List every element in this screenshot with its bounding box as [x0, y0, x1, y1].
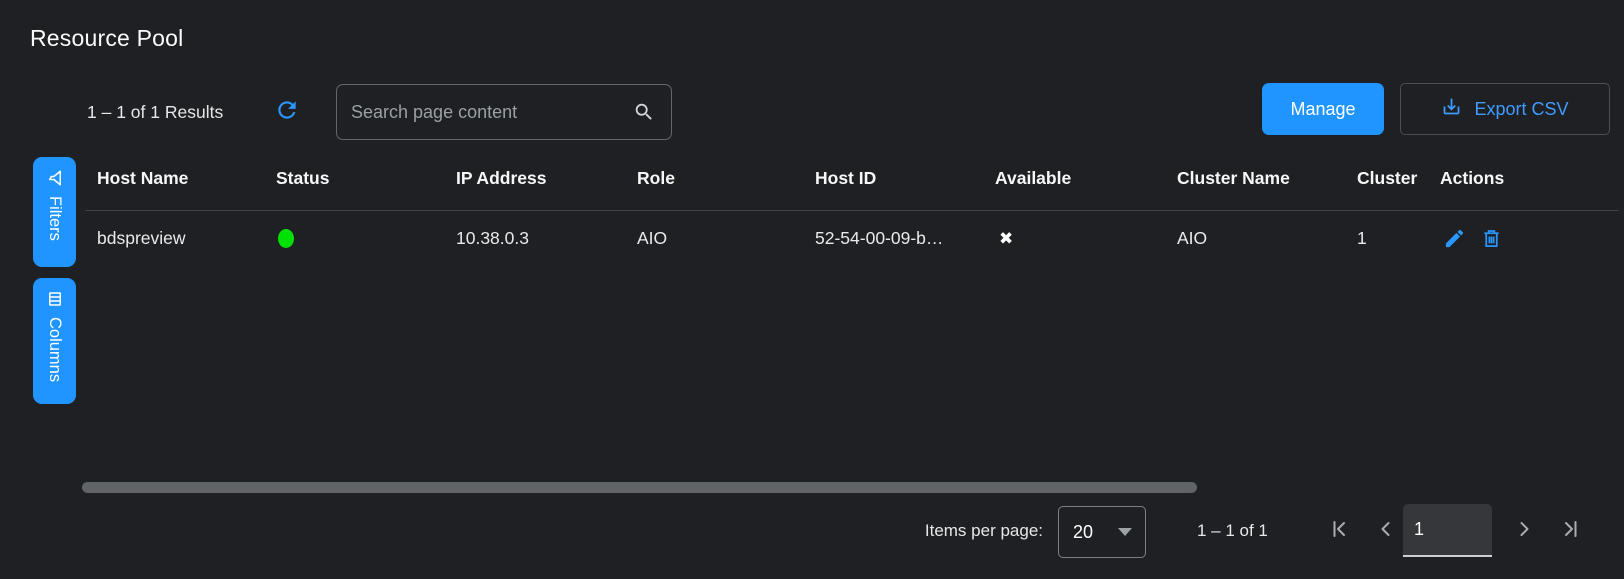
page-number-input[interactable] [1403, 519, 1492, 540]
cell-host-id: 52-54-00-09-b… [815, 227, 944, 248]
columns-tab[interactable]: Columns [33, 278, 76, 404]
table-row: bdspreview 10.38.0.3 AIO 52-54-00-09-b… … [97, 221, 1624, 255]
cell-actions [1440, 227, 1624, 250]
table-header-row: Host Name Status IP Address Role Host ID… [97, 168, 1624, 189]
first-page-button[interactable] [1328, 517, 1352, 541]
next-page-button[interactable] [1512, 517, 1536, 541]
refresh-icon [274, 101, 300, 127]
column-header-status: Status [276, 168, 330, 188]
export-csv-button[interactable]: Export CSV [1400, 83, 1610, 135]
filters-tab-label: Filters [46, 196, 64, 241]
cell-role: AIO [637, 227, 668, 248]
column-header-cluster-name: Cluster Name [1177, 168, 1290, 188]
delete-trash-icon[interactable] [1480, 227, 1503, 250]
column-header-actions: Actions [1440, 168, 1505, 188]
export-csv-label: Export CSV [1474, 98, 1569, 119]
columns-grid-icon [46, 290, 64, 308]
cell-host-name: bdspreview [97, 227, 186, 248]
chevron-down-icon [1118, 528, 1132, 536]
columns-tab-label: Columns [46, 317, 64, 383]
not-available-x-icon: ✖ [999, 228, 1014, 248]
items-per-page-select[interactable]: 20 [1058, 506, 1146, 558]
results-count: 1 – 1 of 1 Results [87, 102, 224, 122]
table-header-divider [85, 210, 1619, 211]
column-header-available: Available [995, 168, 1072, 188]
download-icon [1441, 96, 1462, 122]
refresh-button[interactable] [274, 97, 300, 123]
column-header-host-id: Host ID [815, 168, 877, 188]
column-header-ip-address: IP Address [456, 168, 547, 188]
edit-pencil-icon[interactable] [1443, 227, 1466, 250]
search-box[interactable] [336, 84, 672, 140]
cell-ip-address: 10.38.0.3 [456, 227, 529, 248]
previous-page-button[interactable] [1374, 517, 1398, 541]
horizontal-scrollbar-thumb[interactable] [82, 482, 1197, 493]
pagination-range: 1 – 1 of 1 [1197, 521, 1268, 540]
filters-tab[interactable]: Filters [33, 157, 76, 267]
manage-button[interactable]: Manage [1262, 83, 1384, 135]
page-title: Resource Pool [30, 25, 184, 51]
column-header-cluster: Cluster [1357, 168, 1418, 188]
cell-status [276, 228, 456, 248]
search-input[interactable] [351, 101, 633, 123]
search-icon[interactable] [633, 101, 655, 123]
page-number-box[interactable] [1403, 504, 1492, 557]
cell-cluster: 1 [1357, 227, 1367, 248]
cell-available: ✖ [995, 228, 1177, 249]
column-header-role: Role [637, 168, 675, 188]
cell-cluster-name: AIO [1177, 227, 1208, 248]
last-page-button[interactable] [1558, 517, 1582, 541]
column-header-host-name: Host Name [97, 168, 189, 188]
filter-funnel-icon [46, 169, 64, 187]
status-green-dot-icon [278, 228, 294, 248]
items-per-page-label: Items per page: [924, 521, 1043, 540]
items-per-page-value: 20 [1073, 521, 1094, 542]
